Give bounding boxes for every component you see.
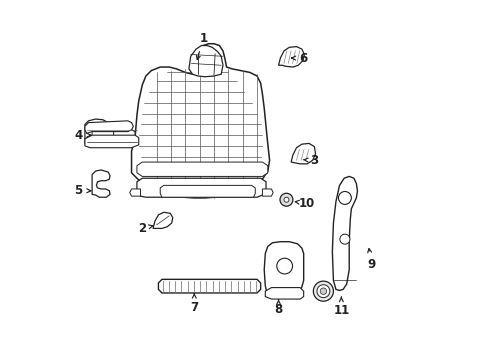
Circle shape [276,258,292,274]
Polygon shape [92,123,113,140]
Polygon shape [262,189,273,196]
Text: 7: 7 [190,294,198,314]
Polygon shape [129,189,140,196]
Polygon shape [92,170,110,197]
Polygon shape [137,162,267,176]
Polygon shape [85,135,139,148]
Text: 10: 10 [295,197,315,210]
Circle shape [338,192,351,204]
Polygon shape [158,279,260,293]
Polygon shape [160,185,255,197]
Text: 5: 5 [74,184,91,197]
Polygon shape [85,119,135,144]
Polygon shape [290,143,315,164]
Polygon shape [264,242,303,298]
Text: 3: 3 [303,154,318,167]
Polygon shape [85,121,133,134]
Text: 4: 4 [74,129,91,142]
Circle shape [284,197,288,202]
Polygon shape [265,288,303,299]
Polygon shape [278,46,304,67]
Circle shape [320,288,326,294]
Text: 9: 9 [367,248,375,271]
Polygon shape [153,212,172,228]
Text: 6: 6 [291,51,307,64]
Polygon shape [188,45,223,77]
Polygon shape [137,178,265,197]
Polygon shape [131,44,269,198]
Circle shape [316,285,329,298]
Text: 8: 8 [274,300,282,316]
Circle shape [313,281,333,301]
Text: 2: 2 [138,222,153,235]
Circle shape [339,234,349,244]
Text: 11: 11 [332,297,349,318]
Circle shape [280,193,292,206]
Polygon shape [332,176,357,291]
Text: 1: 1 [196,32,207,59]
